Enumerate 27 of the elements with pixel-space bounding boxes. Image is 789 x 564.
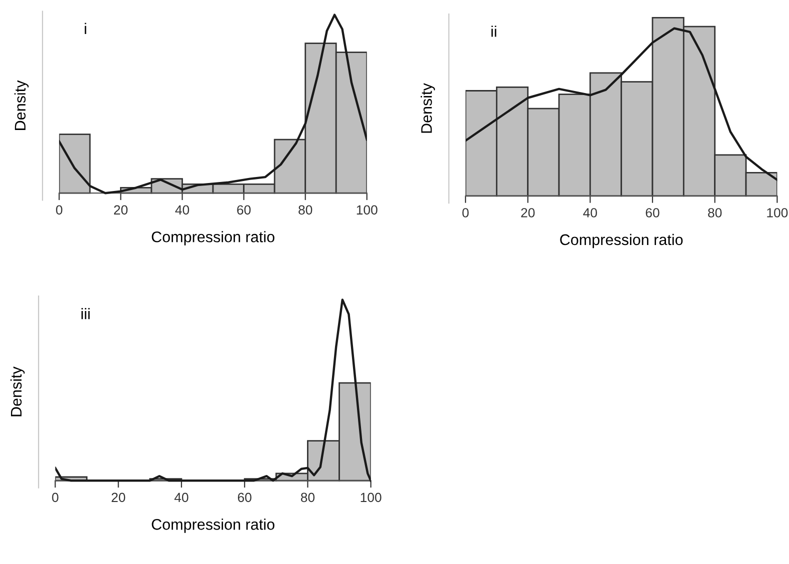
x-tick-label: 60 [646,208,660,218]
y-axis-title: Density [10,366,25,416]
x-axis-title: Compression ratio [152,231,274,246]
y-axis-title: Density [14,80,29,130]
x-tick-label: 20 [521,208,535,218]
x-axis-title: Compression ratio [560,234,683,248]
x-tick-label: 80 [300,492,315,502]
x-tick-label: 100 [767,208,788,218]
x-tick-label: 80 [708,208,722,218]
x-tick-label: 60 [237,205,251,215]
x-tick-label: 100 [360,492,382,502]
x-tick-label: 20 [112,492,126,502]
annotation: iii [82,308,90,320]
x-tick-label: 100 [356,205,378,215]
y-axis-title: Density [420,83,435,133]
x-axis-title: Compression ratio [152,518,274,533]
x-tick-label: 60 [238,492,252,502]
x-tick-label: 40 [175,205,190,215]
x-tick-label: 40 [583,208,597,218]
annotation: ii [491,26,496,37]
x-tick-label: 20 [114,205,128,215]
annotation: i [84,22,86,34]
x-tick-label: 80 [298,205,312,215]
x-tick-label: 0 [462,208,469,218]
x-tick-label: 40 [174,492,188,502]
x-tick-label: 0 [56,205,62,215]
x-tick-label: 0 [52,492,58,502]
